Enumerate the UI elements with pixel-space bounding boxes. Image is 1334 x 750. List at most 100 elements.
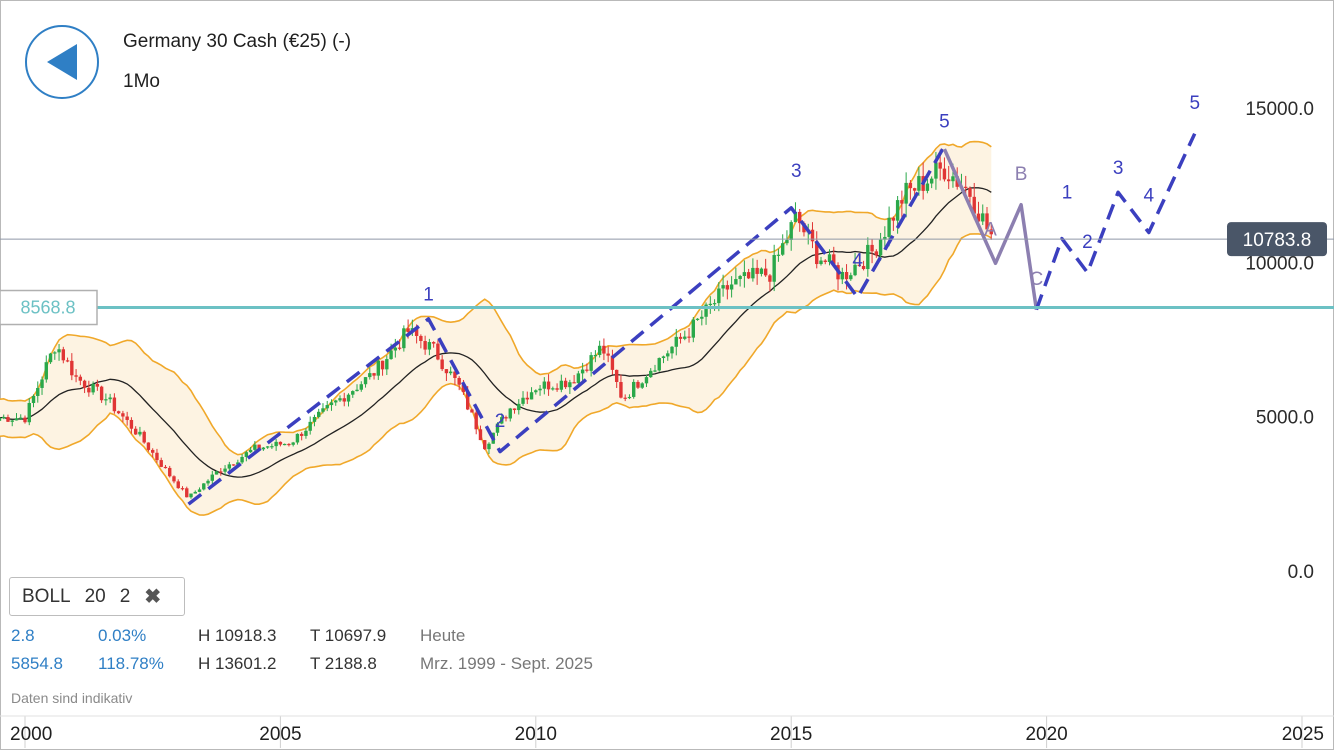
- candle: [746, 268, 751, 280]
- candle: [393, 338, 398, 358]
- candle-body: [219, 471, 223, 473]
- candle: [725, 280, 730, 300]
- candle-body: [585, 369, 589, 371]
- candle-body: [866, 244, 870, 270]
- candle-body: [351, 391, 355, 395]
- candle-body: [504, 417, 508, 419]
- period-label[interactable]: 1Mo: [123, 71, 160, 92]
- change-value: 2.8: [11, 626, 35, 645]
- candle: [708, 296, 713, 314]
- candle: [981, 204, 985, 226]
- candle-body: [929, 178, 934, 184]
- candle-body: [798, 211, 802, 224]
- candle-body: [163, 466, 168, 469]
- candle-body: [436, 343, 440, 360]
- candle-body: [240, 456, 244, 463]
- candle-body: [87, 387, 91, 393]
- wave-label: 5: [939, 112, 950, 133]
- candle-body: [431, 342, 436, 344]
- indicator-chip[interactable]: BOLL 20 2 ✖: [9, 577, 185, 616]
- wave-label: A: [984, 220, 997, 241]
- candle: [614, 369, 619, 388]
- candle: [99, 385, 104, 403]
- indicator-param-period: 20: [84, 585, 106, 607]
- candle: [142, 430, 146, 444]
- candle-body: [129, 419, 134, 429]
- candle: [525, 391, 529, 405]
- candle: [670, 346, 674, 359]
- candle-body: [695, 318, 700, 320]
- candle-body: [508, 408, 512, 419]
- candle-body: [308, 421, 312, 431]
- candle-body: [934, 162, 938, 179]
- candle: [368, 367, 372, 380]
- candle: [334, 399, 338, 406]
- candle: [904, 172, 908, 218]
- candle-body: [619, 382, 623, 398]
- candle: [815, 231, 819, 269]
- candle: [729, 276, 734, 298]
- bollinger-band-fill: [0, 141, 992, 516]
- high-value: H 10918.3: [198, 626, 277, 645]
- candle-body: [844, 272, 849, 280]
- candle: [363, 377, 368, 388]
- wave-label: 1: [423, 284, 434, 305]
- candle-body: [159, 460, 163, 467]
- candle-body: [176, 481, 180, 489]
- wave-label: 1: [1062, 183, 1073, 204]
- candle: [636, 380, 640, 389]
- candle-body: [759, 268, 764, 274]
- candle: [453, 369, 457, 386]
- candle-body: [551, 388, 555, 390]
- candle-body: [299, 433, 304, 436]
- candle: [10, 419, 14, 427]
- candle-body: [155, 452, 159, 461]
- candle-body: [772, 255, 776, 282]
- candle: [546, 374, 551, 396]
- candle-body: [108, 397, 112, 400]
- candle: [185, 486, 189, 498]
- candle: [572, 375, 576, 384]
- candle-body: [397, 347, 402, 349]
- candle-body: [99, 386, 104, 401]
- candle-body: [729, 284, 734, 290]
- candle: [151, 448, 155, 458]
- candle: [436, 340, 440, 361]
- candle: [112, 393, 117, 414]
- x-tick-label: 2015: [770, 724, 812, 745]
- candle: [172, 475, 176, 484]
- candle-body: [912, 188, 917, 191]
- candle-body: [610, 355, 615, 370]
- candle-body: [385, 359, 389, 370]
- back-button[interactable]: [25, 25, 99, 99]
- candle-body: [883, 236, 887, 240]
- candle: [504, 415, 508, 422]
- candle-body: [189, 493, 193, 498]
- candle-body: [95, 383, 100, 387]
- candle-body: [742, 272, 747, 277]
- candle: [61, 346, 66, 364]
- candle-body: [755, 267, 759, 274]
- candle-body: [376, 360, 381, 376]
- candle: [457, 376, 461, 391]
- candle-body: [832, 254, 836, 266]
- candle-body: [597, 345, 602, 355]
- candle-body: [870, 244, 874, 252]
- candle-body: [91, 383, 95, 393]
- close-icon[interactable]: ✖: [144, 586, 162, 608]
- candle-body: [644, 377, 649, 384]
- wave-label: C: [1030, 269, 1044, 290]
- candle: [742, 260, 747, 288]
- candle: [900, 190, 904, 218]
- candle-body: [53, 352, 57, 354]
- candle: [870, 239, 874, 264]
- candle-body: [31, 395, 36, 404]
- candle: [53, 351, 57, 360]
- candle-body: [317, 411, 321, 417]
- candle: [929, 176, 934, 189]
- candle-body: [849, 275, 853, 280]
- candle-body: [887, 217, 891, 237]
- candle: [36, 381, 40, 403]
- candle-body: [193, 491, 197, 494]
